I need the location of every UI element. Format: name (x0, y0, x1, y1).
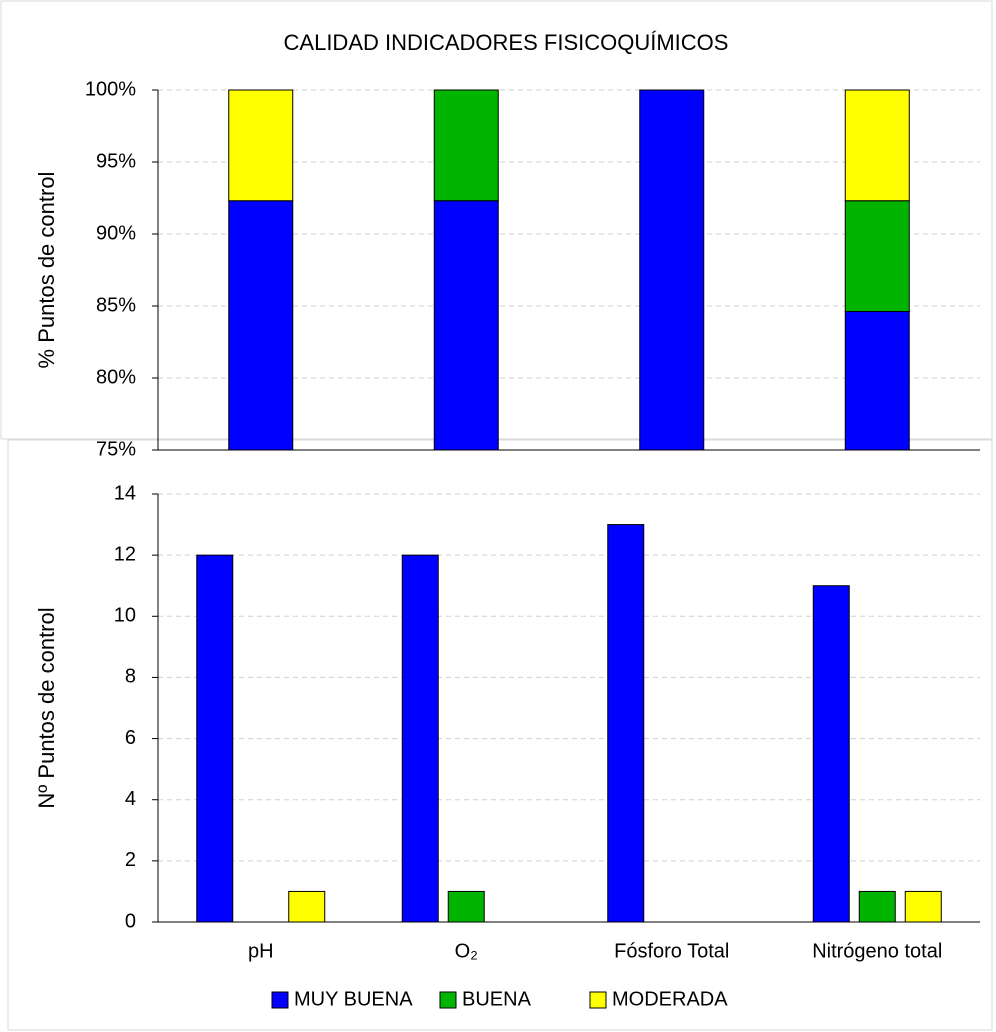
x-tick-label: O₂ (455, 940, 478, 962)
bar (401, 554, 439, 923)
bar-segment (844, 89, 910, 202)
legend-label: BUENA (462, 988, 532, 1010)
bar (858, 890, 896, 923)
y-axis-label: % Puntos de control (34, 172, 59, 369)
bar (447, 890, 485, 923)
x-tick-label: pH (248, 940, 274, 962)
legend-swatch (271, 991, 289, 1009)
panel-border (7, 439, 993, 1031)
legend-label: MODERADA (612, 988, 728, 1010)
y-tick-label: 100% (85, 78, 136, 100)
y-tick-label: 2 (125, 849, 136, 871)
bar (812, 585, 850, 923)
legend-swatch (589, 991, 607, 1009)
bar (196, 554, 234, 923)
y-tick-label: 12 (114, 543, 136, 565)
bar-segment (433, 200, 499, 451)
bar (607, 524, 645, 923)
bar (288, 890, 326, 923)
bar-segment (844, 200, 910, 312)
bar (904, 890, 942, 923)
y-tick-label: 80% (96, 366, 136, 388)
bar-segment (639, 89, 705, 451)
y-tick-label: 95% (96, 150, 136, 172)
y-tick-label: 85% (96, 294, 136, 316)
y-tick-label: 75% (96, 438, 136, 460)
bar-segment (433, 89, 499, 202)
y-tick-label: 90% (96, 222, 136, 244)
y-tick-label: 8 (125, 666, 136, 688)
y-tick-label: 10 (114, 605, 136, 627)
y-tick-label: 14 (114, 482, 136, 504)
bar-segment (228, 200, 294, 451)
y-axis-label: Nº Puntos de control (34, 607, 59, 808)
y-tick-label: 0 (125, 910, 136, 932)
bar-segment (228, 89, 294, 202)
legend-swatch (439, 991, 457, 1009)
bar-segment (844, 310, 910, 451)
x-tick-label: Nitrógeno total (812, 940, 942, 962)
x-tick-label: Fósforo Total (614, 940, 729, 962)
chart-title: CALIDAD INDICADORES FISICOQUÍMICOS (284, 30, 729, 55)
legend-label: MUY BUENA (294, 988, 413, 1010)
y-tick-label: 4 (125, 788, 136, 810)
y-tick-label: 6 (125, 727, 136, 749)
